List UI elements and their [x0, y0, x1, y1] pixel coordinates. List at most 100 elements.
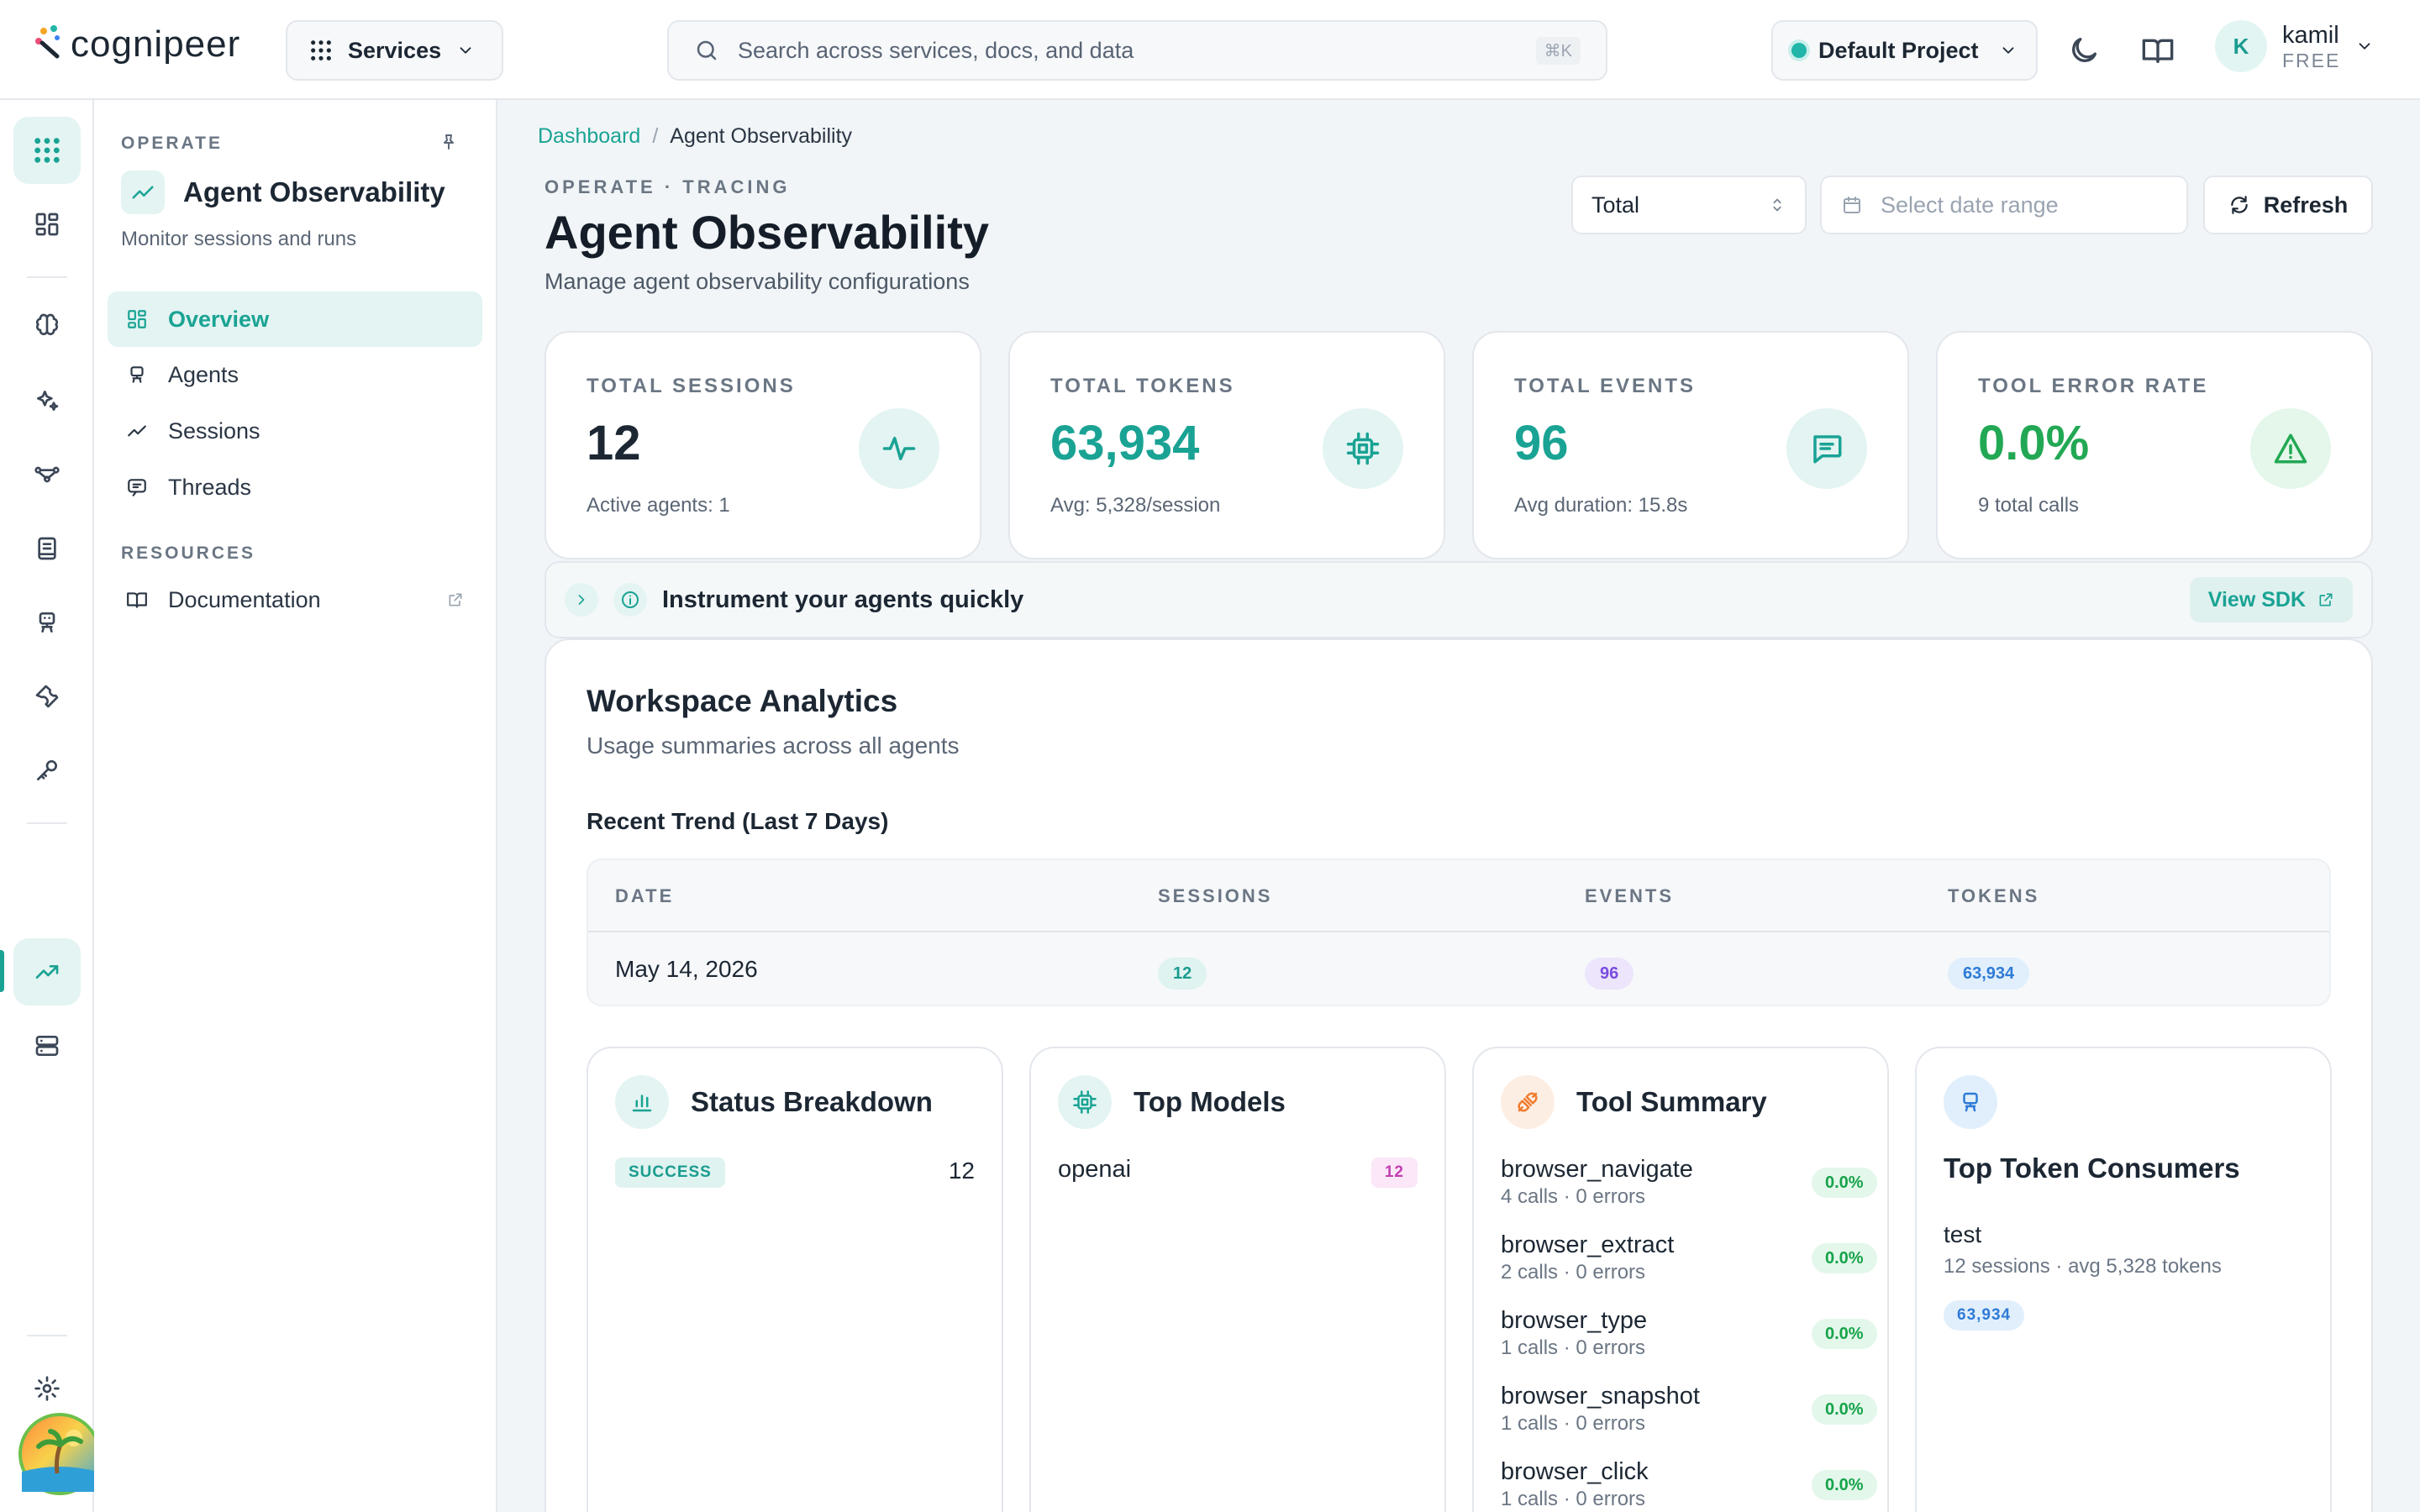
tool-meta: 1 calls · 0 errors: [1501, 1412, 1646, 1435]
rail-notes-button[interactable]: [13, 515, 81, 582]
rail-observability-button[interactable]: [13, 938, 81, 1005]
user-info: kamil FREE: [2282, 21, 2340, 72]
page-title: Agent Observability: [544, 206, 990, 259]
view-sdk-button[interactable]: View SDK: [2189, 577, 2353, 622]
trend-icon: [35, 965, 59, 979]
refresh-button[interactable]: Refresh: [2203, 176, 2373, 234]
stat-card-total-events: TOTAL EVENTS 96 Avg duration: 15.8s: [1472, 331, 1909, 559]
card-title: Top Token Consumers: [1944, 1152, 2240, 1184]
external-link-icon: [449, 593, 462, 606]
sparkles-icon: [37, 391, 59, 411]
stat-subtext: Active agents: 1: [587, 494, 730, 517]
trend-table: DATE SESSIONS EVENTS TOKENS May 14, 2026…: [587, 858, 2331, 1006]
side-subtitle: Monitor sessions and runs: [121, 228, 357, 250]
model-count-badge: 12: [1370, 1158, 1418, 1188]
stat-card-total-sessions: TOTAL SESSIONS 12 Active agents: 1: [544, 331, 981, 559]
user-name: kamil: [2282, 21, 2339, 49]
consumer-name: test: [1944, 1221, 1982, 1247]
chat-icon: [128, 479, 146, 496]
nav-item-sessions[interactable]: Sessions: [108, 403, 482, 459]
assistant-avatar[interactable]: [18, 1413, 101, 1495]
tool-error-rate: 0.0%: [1812, 1470, 1877, 1500]
rail-settings-button[interactable]: [13, 1355, 81, 1422]
pin-button[interactable]: [439, 132, 459, 152]
tool-error-rate: 0.0%: [1812, 1168, 1877, 1198]
plug-icon: [1501, 1075, 1555, 1129]
rail-storage-button[interactable]: [13, 1012, 81, 1079]
tool-row: browser_click 1 calls · 0 errors 0.0%: [1501, 1458, 1877, 1511]
resources-label: RESOURCES: [121, 543, 256, 563]
project-selector[interactable]: Default Project: [1771, 20, 2038, 81]
grid-icon: [34, 138, 60, 163]
table-cell-tokens: 63,934: [1948, 958, 2030, 990]
user-menu[interactable]: K kamil FREE: [2215, 20, 2374, 72]
expand-banner-button[interactable]: [565, 583, 598, 617]
stat-value: 0.0%: [1978, 416, 2090, 470]
top-bar: cognipeer Services Search across service…: [0, 0, 2420, 100]
pin-icon: [444, 134, 454, 150]
nav-item-documentation[interactable]: Documentation: [108, 572, 482, 627]
global-search-input[interactable]: Search across services, docs, and data ⌘…: [667, 20, 1607, 81]
breadcrumb-link-dashboard[interactable]: Dashboard: [538, 124, 641, 148]
rail-divider: [27, 276, 67, 278]
tool-meta: 1 calls · 0 errors: [1501, 1488, 1646, 1510]
rail-divider: [27, 822, 67, 824]
side-panel: OPERATE Agent Observability Monitor sess…: [94, 100, 497, 1512]
user-plan: FREE: [2282, 49, 2341, 71]
status-badge: SUCCESS: [615, 1158, 725, 1188]
chevron-down-icon: [2359, 43, 2370, 50]
refresh-label: Refresh: [2263, 192, 2349, 218]
services-button[interactable]: Services: [286, 20, 503, 81]
rail-apps-button[interactable]: [13, 117, 81, 184]
nav-item-agents[interactable]: Agents: [108, 347, 482, 402]
chevron-updown-icon: [1773, 198, 1781, 212]
stat-subtext: 9 total calls: [1978, 494, 2080, 517]
bar-chart-icon: [615, 1075, 669, 1129]
rail-dashboard-button[interactable]: [13, 191, 81, 258]
cpu-icon: [1323, 408, 1403, 489]
card-title: Top Models: [1134, 1086, 1286, 1117]
analytics-subtitle: Usage summaries across all agents: [587, 732, 960, 759]
overview-icon: [128, 310, 146, 328]
calendar-icon: [1844, 197, 1860, 213]
top-token-consumers-card: Top Token Consumers test 12 sessions · a…: [1915, 1047, 2332, 1512]
tool-name: browser_click: [1501, 1458, 1649, 1485]
side-section-label: OPERATE: [121, 134, 223, 153]
scope-select[interactable]: Total: [1571, 176, 1807, 234]
dark-mode-toggle[interactable]: [2067, 34, 2101, 67]
icon-rail: [0, 100, 94, 1512]
moon-icon: [2072, 38, 2096, 62]
card-header: Status Breakdown: [615, 1075, 933, 1129]
nav-item-overview[interactable]: Overview: [108, 291, 482, 347]
rail-brain-button[interactable]: [13, 293, 81, 360]
date-range-picker[interactable]: Select date range: [1820, 176, 2188, 234]
stat-card-tool-error-rate: TOOL ERROR RATE 0.0% 9 total calls: [1936, 331, 2373, 559]
rail-flow-button[interactable]: [13, 441, 81, 508]
brand-logo[interactable]: cognipeer: [34, 24, 240, 66]
info-icon: [613, 583, 647, 617]
book-icon: [127, 592, 147, 608]
nav-item-label: Sessions: [168, 417, 260, 444]
table-cell-date: May 14, 2026: [615, 956, 758, 982]
rail-sparkles-button[interactable]: [13, 367, 81, 434]
consumer-meta: 12 sessions · avg 5,328 tokens: [1944, 1255, 2222, 1278]
book-open-icon: [2142, 39, 2174, 64]
rail-tools-button[interactable]: [13, 663, 81, 730]
view-sdk-label: View SDK: [2207, 587, 2306, 612]
stat-label: TOTAL SESSIONS: [587, 375, 796, 397]
nav-item-label: Overview: [168, 306, 270, 332]
rail-keys-button[interactable]: [13, 737, 81, 804]
trend-icon: [128, 425, 146, 437]
card-header: Top Models: [1058, 1075, 1286, 1129]
breadcrumb-separator: /: [652, 124, 659, 148]
table-cell-sessions: 12: [1158, 958, 1207, 990]
nav-item-label: Documentation: [168, 586, 321, 612]
tool-meta: 4 calls · 0 errors: [1501, 1185, 1646, 1208]
nav-item-label: Threads: [168, 474, 252, 500]
nav-item-threads[interactable]: Threads: [108, 459, 482, 515]
rail-agents-button[interactable]: [13, 589, 81, 656]
rail-divider: [27, 1335, 67, 1336]
docs-button[interactable]: [2141, 34, 2175, 67]
stat-value: 96: [1514, 416, 1569, 470]
stat-label: TOTAL EVENTS: [1514, 375, 1697, 397]
